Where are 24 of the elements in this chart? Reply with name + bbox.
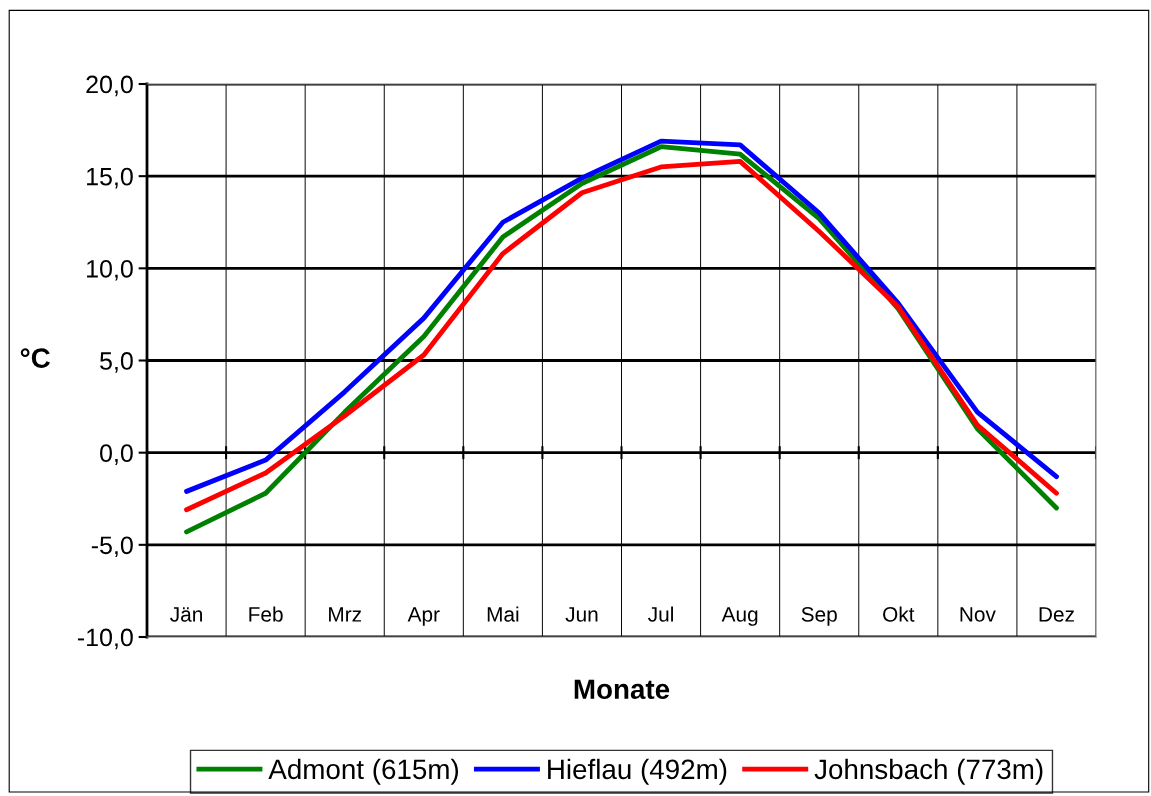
y-tick-label: -5,0 [91, 536, 133, 558]
y-tick-label: -10,0 [77, 628, 133, 650]
x-tick-label: Sep [801, 606, 837, 626]
x-tick-label: Feb [249, 606, 283, 622]
x-tick-label: Aug [721, 607, 758, 626]
x-axis-title: Monate [574, 679, 670, 700]
legend-label: Hieflau (492m) [548, 758, 727, 785]
x-tick-label: Jul [648, 606, 673, 622]
x-tick-label: Dez [1039, 607, 1074, 622]
x-tick-label: Apr [407, 607, 440, 626]
y-tick-label: 15,0 [87, 167, 133, 189]
y-tick-label: 20,0 [86, 75, 133, 97]
legend-label: Admont (615m) [268, 758, 459, 785]
y-tick-label: 10,0 [87, 259, 133, 281]
y-tick-label: 0,0 [100, 444, 133, 465]
x-tick-label: Jän [170, 607, 202, 622]
x-tick-label: Mai [487, 606, 519, 622]
x-tick-label: Nov [960, 607, 996, 622]
x-tick-label: Mrz [329, 607, 362, 622]
legend-label: Johnsbach (773m) [814, 758, 1043, 785]
x-tick-label: Jun [565, 607, 598, 622]
x-tick-label: Okt [883, 606, 915, 622]
y-axis-title: °C [20, 348, 50, 368]
y-tick-label: 5,0 [100, 352, 133, 373]
